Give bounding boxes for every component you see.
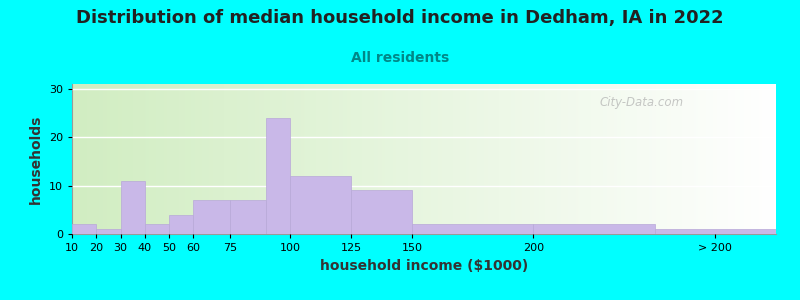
X-axis label: household income ($1000): household income ($1000): [320, 259, 528, 273]
Bar: [145, 224, 169, 234]
Bar: [351, 190, 412, 234]
Text: All residents: All residents: [351, 51, 449, 65]
Bar: [290, 176, 351, 234]
Y-axis label: households: households: [30, 114, 43, 204]
Bar: [266, 118, 290, 234]
Text: City-Data.com: City-Data.com: [600, 96, 684, 109]
Bar: [534, 224, 654, 234]
Bar: [121, 181, 145, 234]
Bar: [230, 200, 266, 234]
Bar: [412, 224, 534, 234]
Bar: [169, 214, 194, 234]
Text: Distribution of median household income in Dedham, IA in 2022: Distribution of median household income …: [76, 9, 724, 27]
Bar: [96, 229, 121, 234]
Bar: [654, 229, 776, 234]
Bar: [72, 224, 96, 234]
Bar: [194, 200, 230, 234]
